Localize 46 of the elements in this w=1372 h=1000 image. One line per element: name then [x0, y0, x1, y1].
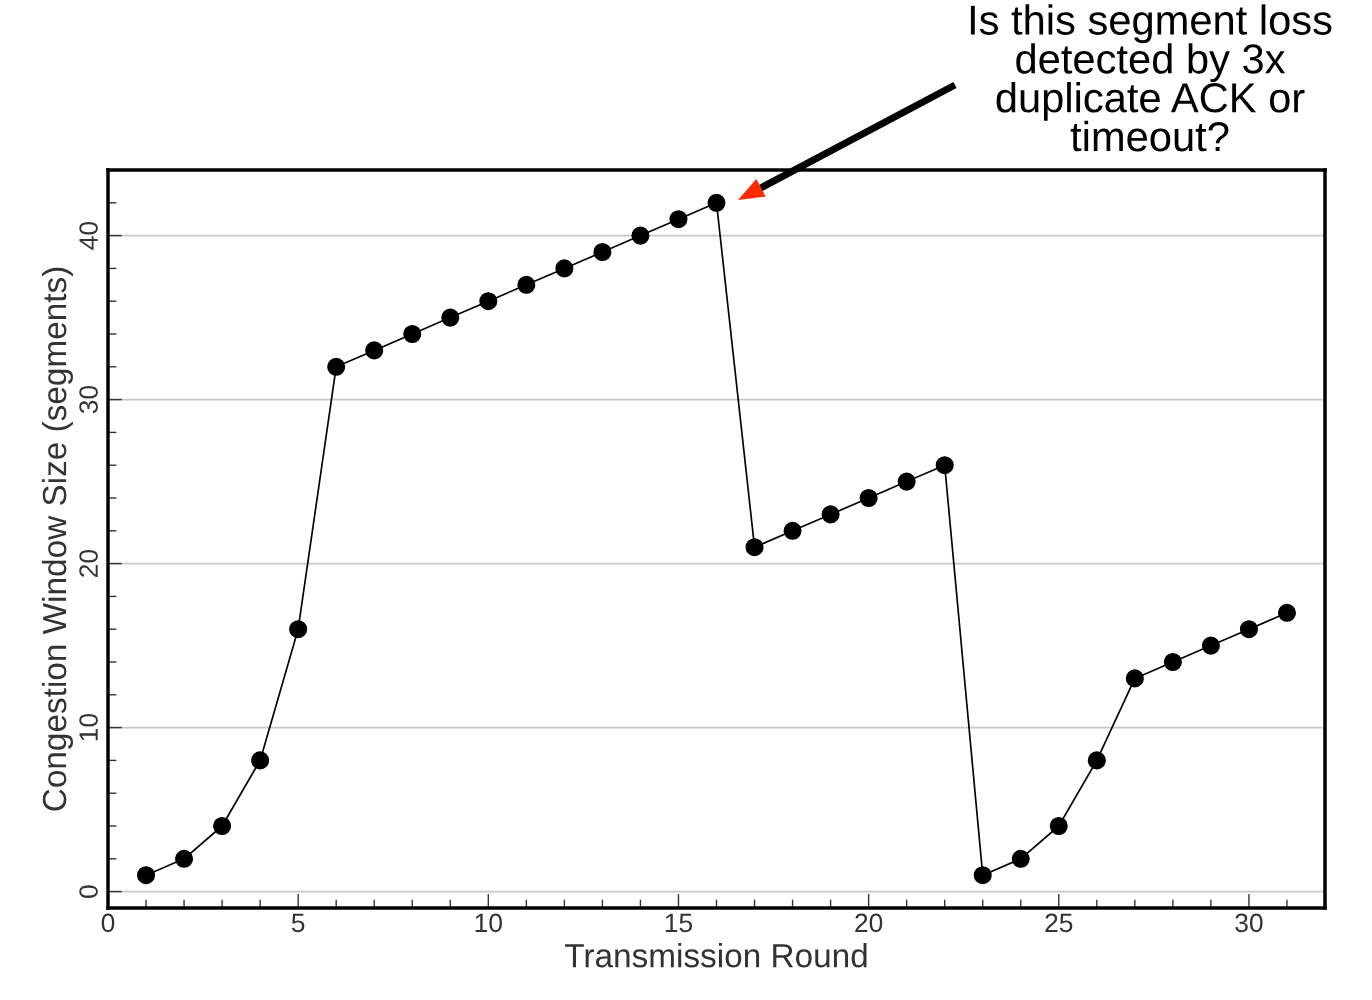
text: Is this segment loss detected by 3x duplicate ACK or timeout? [970, 4, 1332, 152]
point [821, 505, 840, 524]
y-tick-label: 40 [79, 221, 98, 250]
y-tick-label: 0 [79, 885, 98, 898]
point [1011, 849, 1030, 868]
point [1277, 603, 1296, 622]
point [175, 849, 194, 868]
point [1125, 669, 1144, 688]
point [1163, 652, 1182, 672]
y-tick-label: 30 [79, 385, 98, 414]
point [251, 751, 270, 770]
point [1087, 751, 1106, 770]
point [517, 275, 536, 294]
point [479, 292, 498, 311]
point [859, 488, 878, 508]
x-tick-label: 20 [855, 913, 883, 933]
point [669, 210, 688, 229]
point [1201, 636, 1220, 655]
y-tick-label: 20 [79, 549, 98, 577]
x-tick-label: 30 [1235, 913, 1263, 933]
point [137, 866, 156, 885]
point [593, 242, 612, 262]
x-tick-label: 5 [291, 913, 305, 933]
point [555, 259, 574, 278]
x-tick-label: 25 [1045, 913, 1073, 933]
point [897, 472, 916, 491]
point [1239, 620, 1258, 639]
x-tick-label: 10 [475, 913, 502, 933]
point [403, 324, 422, 344]
point [327, 357, 346, 376]
y-tick-label: 10 [79, 713, 98, 741]
point [707, 193, 726, 212]
point [935, 456, 954, 475]
point [365, 341, 384, 360]
y-axis-title: Congestion Window Size (segments) [41, 267, 73, 811]
point [441, 308, 460, 327]
point [631, 226, 650, 245]
point [213, 816, 232, 836]
point [783, 521, 802, 540]
x-tick-label: 15 [665, 913, 693, 933]
x-tick-label: 0 [101, 913, 115, 933]
point [745, 538, 764, 557]
x-axis-title: Transmission Round [565, 943, 867, 968]
point [1049, 816, 1068, 836]
point [973, 866, 992, 885]
point [289, 620, 308, 639]
